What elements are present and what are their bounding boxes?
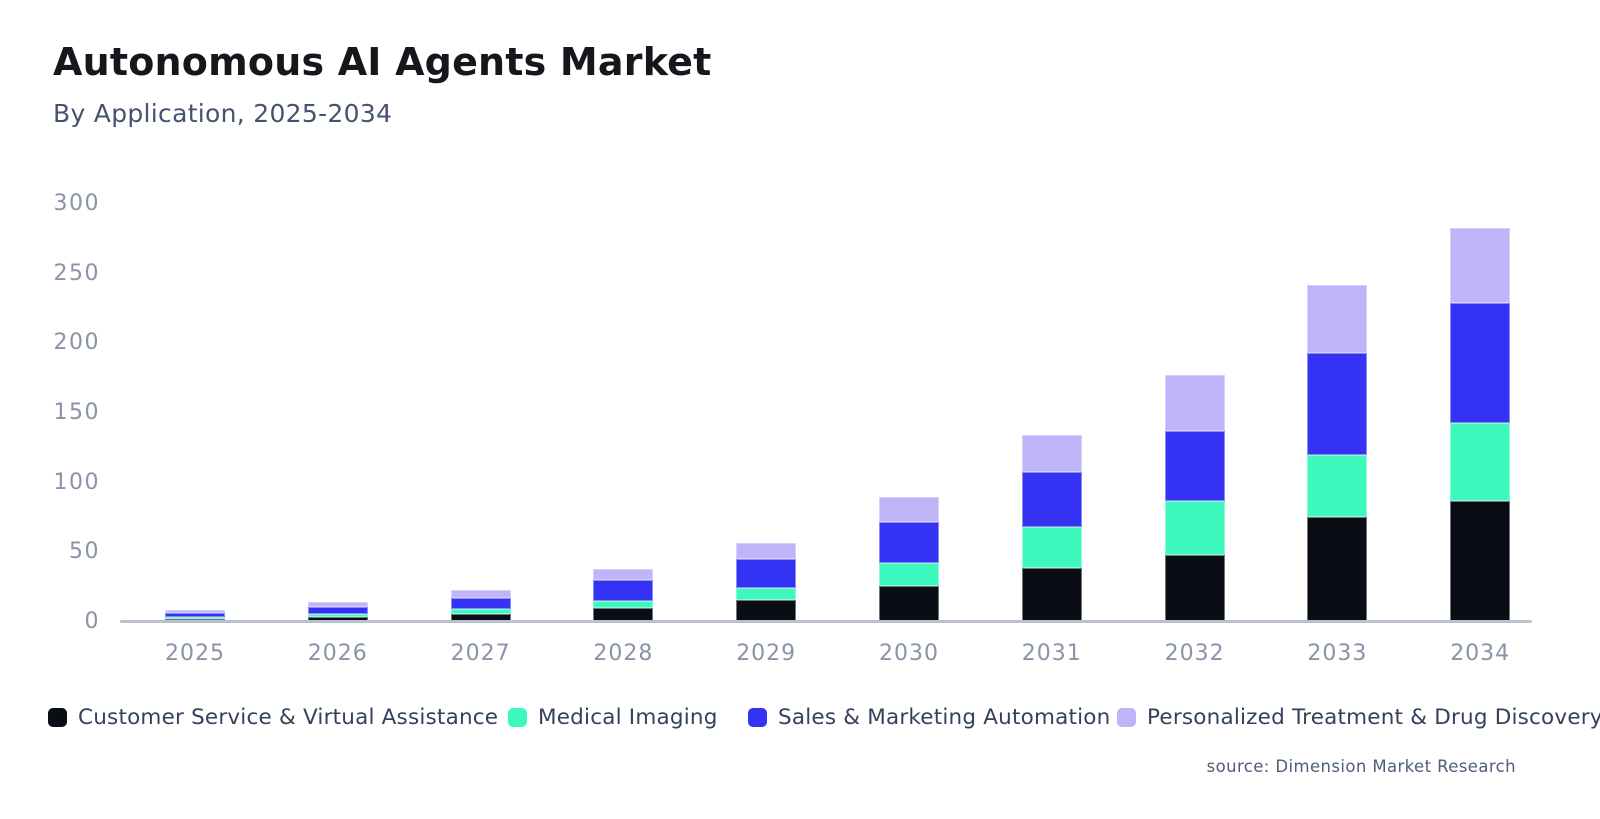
legend-item-3: Personalized Treatment & Drug Discovery: [1117, 703, 1600, 731]
bar-segment-2030-series-0: [879, 585, 939, 622]
x-tick-label-2026: 2026: [307, 641, 368, 666]
bar-segment-2025-series-2: [165, 612, 225, 617]
x-tick-label-2032: 2032: [1164, 641, 1225, 666]
legend-label: Medical Imaging: [538, 704, 718, 730]
bar-segment-2031-series-3: [1021, 435, 1082, 472]
bar-2026: [307, 602, 368, 622]
y-tick-label: 0: [84, 609, 100, 634]
bar-segment-2033-series-2: [1307, 353, 1368, 455]
bar-segment-2031-series-0: [1021, 567, 1082, 622]
y-tick-label: 200: [53, 330, 100, 356]
bar-segment-2034-series-0: [1450, 500, 1511, 622]
x-tick-label-2031: 2031: [1021, 641, 1082, 666]
bar-segment-2026-series-3: [307, 602, 368, 607]
bar-segment-2034-series-2: [1450, 302, 1511, 423]
bar-2032: [1164, 375, 1225, 622]
bar-2033: [1307, 284, 1368, 622]
bar-segment-2025-series-1: [165, 616, 225, 620]
bar-segment-2025-series-3: [165, 609, 225, 613]
bar-segment-2030-series-3: [879, 496, 939, 522]
bar-segment-2029-series-1: [736, 587, 797, 600]
x-tick-label-2027: 2027: [450, 641, 511, 666]
bar-segment-2032-series-2: [1164, 431, 1225, 501]
bar-segment-2027-series-2: [450, 597, 511, 610]
bar-segment-2032-series-3: [1164, 375, 1225, 432]
bar-segment-2032-series-0: [1164, 555, 1225, 622]
bar-segment-2029-series-0: [736, 599, 797, 622]
bar-segment-2030-series-1: [879, 563, 939, 586]
bar-segment-2027-series-1: [450, 609, 511, 615]
bar-2027: [450, 589, 511, 622]
bar-segment-2031-series-1: [1021, 527, 1082, 568]
bar-2030: [879, 496, 939, 622]
bar-segment-2034-series-1: [1450, 422, 1511, 501]
y-tick-label: 250: [53, 260, 100, 286]
y-tick-label: 100: [53, 469, 100, 495]
bar-segment-2032-series-1: [1164, 500, 1225, 556]
x-tick-label-2025: 2025: [165, 641, 225, 666]
source-note: source: Dimension Market Research: [1206, 757, 1516, 776]
bar-segment-2033-series-1: [1307, 454, 1368, 518]
bar-segment-2027-series-3: [450, 589, 511, 598]
bar-2029: [736, 542, 797, 622]
x-tick-label-2033: 2033: [1307, 641, 1368, 666]
legend-label: Customer Service & Virtual Assistance: [78, 704, 499, 730]
bar-segment-2028-series-2: [593, 580, 654, 602]
legend-swatch-icon: [748, 707, 767, 727]
x-tick-label-2030: 2030: [879, 641, 939, 666]
bar-segment-2029-series-2: [736, 558, 797, 588]
bar-segment-2028-series-1: [593, 601, 654, 609]
legend-item-2: Sales & Marketing Automation: [748, 703, 1110, 731]
bar-segment-2030-series-2: [879, 521, 939, 564]
bar-segment-2031-series-2: [1021, 471, 1082, 528]
x-tick-label-2034: 2034: [1450, 641, 1511, 666]
chart-title: Autonomous AI Agents Market: [53, 40, 712, 84]
x-tick-label-2028: 2028: [593, 641, 654, 666]
y-tick-label: 300: [53, 191, 100, 216]
x-tick-label-2029: 2029: [736, 641, 797, 666]
bar-segment-2028-series-3: [593, 569, 654, 581]
bar-2028: [593, 569, 654, 622]
legend-swatch-icon: [1117, 707, 1136, 727]
bar-segment-2033-series-0: [1307, 517, 1368, 622]
bar-2034: [1450, 227, 1511, 622]
legend-swatch-icon: [48, 707, 67, 727]
y-tick-label: 50: [69, 539, 100, 565]
legend-label: Sales & Marketing Automation: [778, 704, 1111, 730]
bar-segment-2034-series-3: [1450, 227, 1511, 303]
bar-segment-2033-series-3: [1307, 284, 1368, 354]
chart-subtitle: By Application, 2025-2034: [53, 99, 393, 128]
bar-segment-2026-series-2: [307, 606, 368, 614]
chart-legend: Customer Service & Virtual Assistance Med…: [0, 703, 1600, 733]
bar-segment-2029-series-3: [736, 542, 797, 559]
legend-label: Personalized Treatment & Drug Discovery: [1147, 704, 1600, 730]
legend-item-1: Medical Imaging: [508, 703, 718, 731]
bar-2031: [1021, 435, 1082, 622]
bar-segment-2026-series-1: [307, 613, 368, 618]
legend-swatch-icon: [508, 707, 527, 727]
y-tick-label: 150: [53, 400, 100, 425]
x-axis-line: [120, 620, 1532, 623]
legend-item-0: Customer Service & Virtual Assistance: [48, 703, 498, 731]
